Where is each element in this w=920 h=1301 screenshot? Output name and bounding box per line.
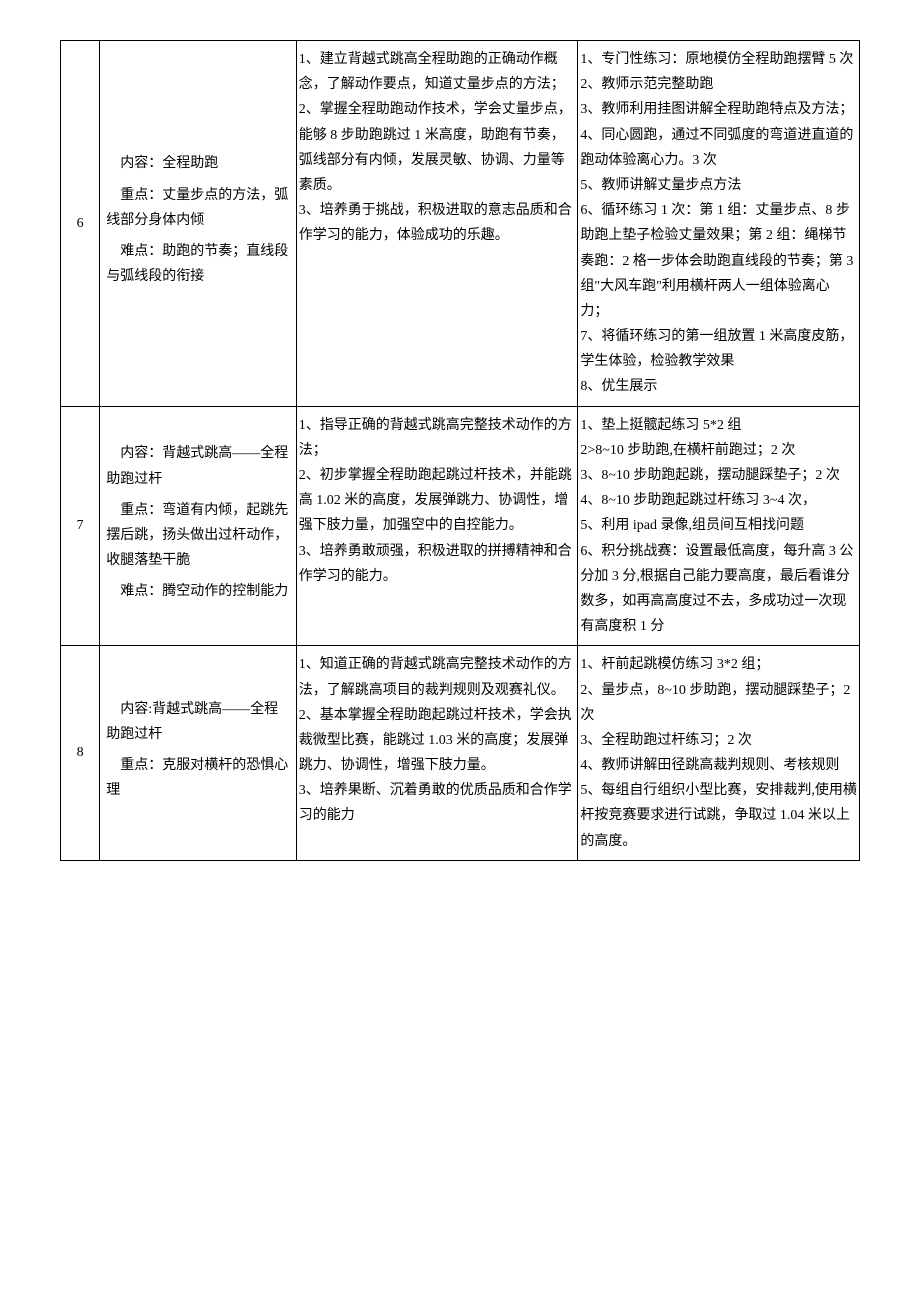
diff-label: 难点：: [120, 584, 162, 599]
topic-label: 内容：: [120, 446, 162, 461]
lesson-content: 内容:背越式跳高——全程助跑过杆 重点：克服对横杆的恐惧心理: [100, 646, 296, 861]
lesson-plan-table: 6 内容：全程助跑 重点：丈量步点的方法，弧线部分身体内倾 难点：助跑的节奏；直…: [60, 40, 860, 861]
diff-label: 难点：: [120, 244, 162, 259]
lesson-number: 7: [61, 406, 100, 646]
lesson-objectives: 1、建立背越式跳高全程助跑的正确动作概念，了解动作要点，知道丈量步点的方法；2、…: [296, 41, 578, 407]
lesson-number: 8: [61, 646, 100, 861]
lesson-content: 内容：背越式跳高——全程助跑过杆 重点：弯道有内倾，起跳先摆后跳，扬头做出过杆动…: [100, 406, 296, 646]
lesson-objectives: 1、指导正确的背越式跳高完整技术动作的方法； 2、初步掌握全程助跑起跳过杆技术，…: [296, 406, 578, 646]
topic-label: 内容:: [120, 702, 152, 717]
topic-label: 内容：: [120, 156, 162, 171]
table-row: 7 内容：背越式跳高——全程助跑过杆 重点：弯道有内倾，起跳先摆后跳，扬头做出过…: [61, 406, 860, 646]
lesson-content: 内容：全程助跑 重点：丈量步点的方法，弧线部分身体内倾 难点：助跑的节奏；直线段…: [100, 41, 296, 407]
lesson-methods: 1、专门性练习：原地模仿全程助跑摆臂 5 次 2、教师示范完整助跑 3、教师利用…: [578, 41, 860, 407]
table-row: 8 内容:背越式跳高——全程助跑过杆 重点：克服对横杆的恐惧心理 1、知道正确的…: [61, 646, 860, 861]
topic-text: 全程助跑: [162, 156, 218, 171]
key-label: 重点：: [120, 503, 162, 518]
lesson-objectives: 1、知道正确的背越式跳高完整技术动作的方法，了解跳高项目的裁判规则及观赛礼仪。 …: [296, 646, 578, 861]
lesson-methods: 1、杆前起跳模仿练习 3*2 组； 2、量步点，8~10 步助跑，摆动腿踩垫子；…: [578, 646, 860, 861]
key-label: 重点：: [120, 188, 162, 203]
lesson-methods: 1、垫上挺髋起练习 5*2 组 2>8~10 步助跑,在横杆前跑过；2 次 3、…: [578, 406, 860, 646]
key-label: 重点：: [120, 758, 162, 773]
table-row: 6 内容：全程助跑 重点：丈量步点的方法，弧线部分身体内倾 难点：助跑的节奏；直…: [61, 41, 860, 407]
lesson-number: 6: [61, 41, 100, 407]
diff-text: 腾空动作的控制能力: [162, 584, 288, 599]
